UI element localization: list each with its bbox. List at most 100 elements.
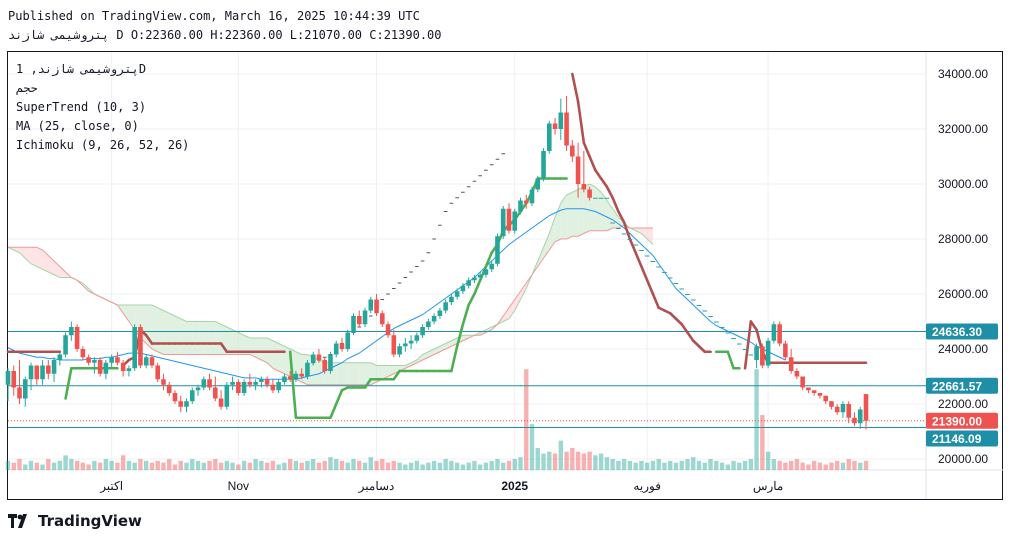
candle-body xyxy=(322,360,328,371)
volume-bar xyxy=(103,459,109,470)
candle-body xyxy=(138,327,143,366)
candle xyxy=(650,261,656,262)
candle-body xyxy=(610,222,615,224)
ichimoku-cloud-slice xyxy=(267,338,273,369)
volume-bar xyxy=(570,448,575,470)
candle xyxy=(120,360,126,377)
volume-bar xyxy=(408,462,414,470)
supertrend-up-segment xyxy=(288,350,298,420)
candle xyxy=(840,401,846,418)
volume-bar xyxy=(385,462,391,470)
volume-bar xyxy=(558,440,564,470)
ichimoku-cloud-slice xyxy=(174,316,181,355)
candle xyxy=(97,357,103,377)
ichimoku-cloud-slice xyxy=(238,332,245,355)
ichimoku-cloud-slice xyxy=(578,186,584,237)
supertrend-down-segment xyxy=(611,196,620,213)
candle-body xyxy=(512,211,518,231)
candle-body xyxy=(69,327,74,336)
candle xyxy=(472,274,477,283)
ichimoku-cloud-slice xyxy=(255,338,262,360)
candle xyxy=(305,360,310,380)
candle xyxy=(696,305,702,306)
candle xyxy=(679,288,685,290)
candle-body xyxy=(466,280,471,286)
candle-body xyxy=(310,354,316,363)
ichimoku-cloud-slice xyxy=(169,313,175,355)
candle-body xyxy=(46,365,51,374)
ichimoku-cloud xyxy=(7,183,654,386)
volume-bar xyxy=(719,462,725,470)
tradingview-logo-icon xyxy=(8,514,27,528)
candle xyxy=(610,222,615,224)
volume-bar xyxy=(328,457,333,470)
candle xyxy=(748,354,754,356)
candle-body xyxy=(34,365,40,380)
candle xyxy=(172,390,178,404)
supertrend-down-segment xyxy=(680,322,689,334)
candle xyxy=(518,197,523,215)
candle xyxy=(282,373,287,385)
volume-bar xyxy=(506,460,512,470)
ichimoku-cloud-slice xyxy=(123,305,129,322)
legend-ma[interactable]: MA (25, close, 0) xyxy=(16,119,139,133)
candle-body xyxy=(149,357,155,366)
candle xyxy=(259,376,264,388)
candle xyxy=(74,324,80,352)
supertrend-up-segment xyxy=(329,402,338,420)
candle xyxy=(523,195,529,209)
candle xyxy=(506,203,512,234)
candle-body xyxy=(863,394,869,421)
candle xyxy=(299,368,304,380)
tradingview-logo-text: TradingView xyxy=(38,512,142,530)
candle-body xyxy=(593,197,598,199)
supertrend-down-segment xyxy=(691,339,701,348)
chart-frame[interactable] xyxy=(7,51,1003,500)
candle-body xyxy=(777,324,782,344)
candle xyxy=(662,272,667,273)
candle xyxy=(293,371,299,382)
volume-bar xyxy=(374,460,379,470)
candle xyxy=(143,354,149,369)
candle xyxy=(178,395,184,413)
candle-body xyxy=(529,189,535,204)
candle xyxy=(207,373,212,391)
legend-supertrend[interactable]: SuperTrend (10, 3) xyxy=(16,100,147,114)
candle-body xyxy=(621,233,627,235)
candle xyxy=(126,365,132,377)
volume-bar xyxy=(299,462,304,470)
candle-body xyxy=(264,379,270,385)
candle xyxy=(22,376,28,407)
candle-body xyxy=(737,343,742,345)
candle xyxy=(103,360,109,380)
volume-bar xyxy=(218,462,224,470)
candle xyxy=(385,321,391,338)
published-header: Published on TradingView.com, March 16, … xyxy=(8,9,420,23)
supertrend-down-segment xyxy=(749,320,758,332)
volume-bar xyxy=(443,459,448,470)
candle-body xyxy=(282,376,287,382)
volume-bar xyxy=(449,460,454,470)
supertrend-down-segment xyxy=(576,100,586,145)
candle-body xyxy=(207,379,212,388)
legend-ichimoku[interactable]: Ichimoku (9, 26, 52, 26) xyxy=(16,138,190,152)
volume-bar xyxy=(178,460,183,470)
ichimoku-cloud-slice xyxy=(555,203,561,242)
legend-symbol: پتروشیمی شازند, 1D xyxy=(16,62,147,76)
candle-body xyxy=(506,208,512,231)
candle xyxy=(322,357,328,374)
candle-body xyxy=(155,365,161,380)
ichimoku-span-a xyxy=(7,183,654,366)
candle xyxy=(731,338,736,339)
candle xyxy=(316,349,322,363)
candle-body xyxy=(541,151,546,179)
candle-body xyxy=(166,384,172,393)
candle-body xyxy=(11,371,17,388)
volume-bar xyxy=(86,464,91,470)
ichimoku-cloud-slice xyxy=(278,343,285,374)
ichimoku-cloud-slice xyxy=(198,321,204,355)
volume-bar xyxy=(754,369,759,470)
candle xyxy=(771,321,777,344)
volume-bar xyxy=(454,462,460,470)
